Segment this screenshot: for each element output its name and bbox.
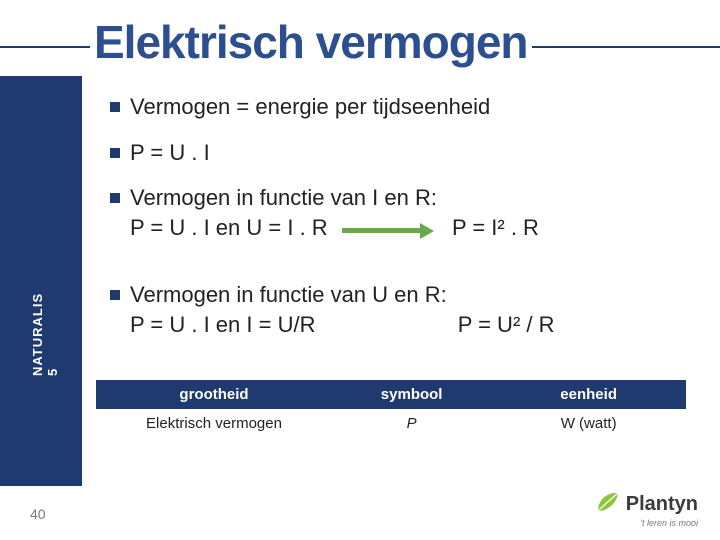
col-symbool: symbool xyxy=(332,380,491,409)
cell-symbool: P xyxy=(332,409,491,438)
bullet-line2-right: P = I² . R xyxy=(452,215,539,240)
bullet-item: Vermogen in functie van U en R: P = U . … xyxy=(110,280,700,339)
bullet-line2-right: P = U² / R xyxy=(458,312,555,337)
bullet-line1: Vermogen in functie van I en R: xyxy=(130,185,437,210)
arrow-line xyxy=(342,228,422,233)
bullet-text: Vermogen in functie van I en R: P = U . … xyxy=(130,183,539,244)
table-row: Elektrisch vermogen P W (watt) xyxy=(96,409,686,438)
quantities-table: grootheid symbool eenheid Elektrisch ver… xyxy=(96,380,686,438)
bullet-line2-left: P = U . I en U = I . R xyxy=(130,215,328,240)
bullet-text: P = U . I xyxy=(130,138,210,168)
arrow-icon xyxy=(342,214,434,244)
publisher-logo: Plantyn 't leren is mooi xyxy=(594,489,698,528)
bullet-text: Vermogen = energie per tijdseenheid xyxy=(130,92,490,122)
col-eenheid: eenheid xyxy=(491,380,686,409)
bullet-icon xyxy=(110,290,120,300)
bullet-line1: Vermogen in functie van U en R: xyxy=(130,282,447,307)
arrow-head xyxy=(420,223,434,239)
cell-grootheid: Elektrisch vermogen xyxy=(96,409,332,438)
left-sidebar-band: NATURALIS 5 xyxy=(0,76,82,486)
col-grootheid: grootheid xyxy=(96,380,332,409)
bullet-icon xyxy=(110,102,120,112)
series-label: NATURALIS 5 xyxy=(30,293,60,376)
bullet-text: Vermogen in functie van U en R: P = U . … xyxy=(130,280,555,339)
bullet-icon xyxy=(110,193,120,203)
title-bar: Elektrisch vermogen xyxy=(0,15,720,77)
content-area: Vermogen = energie per tijdseenheid P = … xyxy=(110,92,700,355)
page-number: 40 xyxy=(30,506,46,522)
table-header-row: grootheid symbool eenheid xyxy=(96,380,686,409)
leaf-icon xyxy=(594,489,620,520)
bullet-item: Vermogen = energie per tijdseenheid xyxy=(110,92,700,122)
bullet-icon xyxy=(110,148,120,158)
bullet-line2-left: P = U . I en I = U/R xyxy=(130,312,315,337)
bullet-item: P = U . I xyxy=(110,138,700,168)
page-title: Elektrisch vermogen xyxy=(90,15,532,69)
logo-name: Plantyn xyxy=(626,493,698,516)
cell-eenheid: W (watt) xyxy=(491,409,686,438)
bullet-item: Vermogen in functie van I en R: P = U . … xyxy=(110,183,700,244)
